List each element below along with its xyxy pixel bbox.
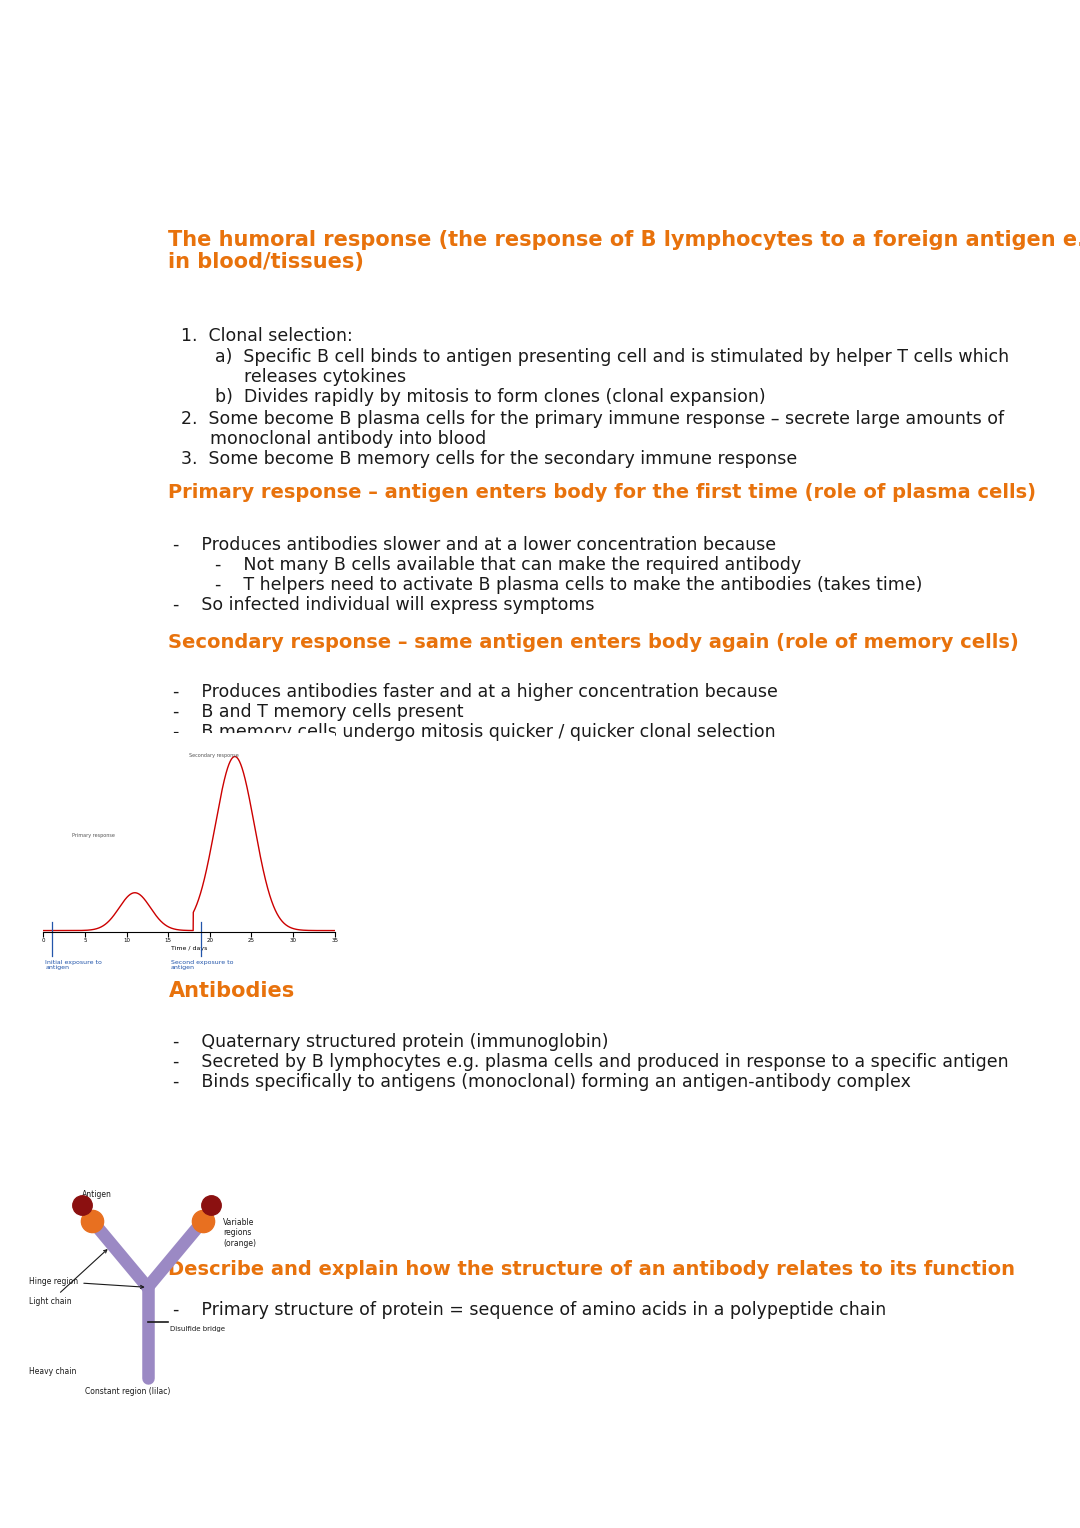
Text: a)  Specific B cell binds to antigen presenting cell and is stimulated by helper: a) Specific B cell binds to antigen pres… bbox=[215, 348, 1009, 367]
Text: Hinge region: Hinge region bbox=[29, 1277, 144, 1288]
Text: Secondary response: Secondary response bbox=[189, 753, 239, 758]
Text: -    B memory cells undergo mitosis quicker / quicker clonal selection: - B memory cells undergo mitosis quicker… bbox=[173, 723, 775, 741]
Text: -    Binds specifically to antigens (monoclonal) forming an antigen-antibody com: - Binds specifically to antigens (monocl… bbox=[173, 1073, 910, 1091]
Text: in blood/tissues): in blood/tissues) bbox=[168, 252, 364, 272]
Text: Disulfide bridge: Disulfide bridge bbox=[171, 1326, 226, 1331]
Text: Second exposure to
antigen: Second exposure to antigen bbox=[171, 960, 233, 970]
Text: 1.  Clonal selection:: 1. Clonal selection: bbox=[181, 327, 353, 345]
Text: Heavy chain: Heavy chain bbox=[29, 1368, 77, 1375]
Text: -    So infected individual will express symptoms: - So infected individual will express sy… bbox=[173, 596, 594, 614]
Text: releases cytokines: releases cytokines bbox=[244, 368, 406, 387]
Text: -    Produces antibodies faster and at a higher concentration because: - Produces antibodies faster and at a hi… bbox=[173, 683, 778, 701]
Text: Light chain: Light chain bbox=[29, 1250, 107, 1306]
Text: Antibodies: Antibodies bbox=[168, 981, 295, 1001]
Text: -    Secreted by B lymphocytes e.g. plasma cells and produced in response to a s: - Secreted by B lymphocytes e.g. plasma … bbox=[173, 1053, 1009, 1071]
Text: Antigen: Antigen bbox=[82, 1190, 112, 1198]
Text: -    B and T memory cells present: - B and T memory cells present bbox=[173, 703, 463, 721]
Text: -    T helpers need to activate B plasma cells to make the antibodies (takes tim: - T helpers need to activate B plasma ce… bbox=[215, 576, 922, 594]
Text: Primary response – antigen enters body for the first time (role of plasma cells): Primary response – antigen enters body f… bbox=[168, 483, 1037, 503]
Text: 3.  Some become B memory cells for the secondary immune response: 3. Some become B memory cells for the se… bbox=[181, 451, 797, 469]
Text: -    Primary structure of protein = sequence of amino acids in a polypeptide cha: - Primary structure of protein = sequenc… bbox=[173, 1302, 886, 1319]
Text: b)  Divides rapidly by mitosis to form clones (clonal expansion): b) Divides rapidly by mitosis to form cl… bbox=[215, 388, 765, 406]
Text: 2.  Some become B plasma cells for the primary immune response – secrete large a: 2. Some become B plasma cells for the pr… bbox=[181, 411, 1004, 428]
Text: -    Not many B cells available that can make the required antibody: - Not many B cells available that can ma… bbox=[215, 556, 800, 575]
Text: Describe and explain how the structure of an antibody relates to its function: Describe and explain how the structure o… bbox=[168, 1261, 1015, 1279]
Text: Primary response: Primary response bbox=[72, 833, 116, 837]
Text: Initial exposure to
antigen: Initial exposure to antigen bbox=[45, 960, 103, 970]
Text: monoclonal antibody into blood: monoclonal antibody into blood bbox=[211, 431, 487, 448]
Text: -    Quaternary structured protein (immunoglobin): - Quaternary structured protein (immunog… bbox=[173, 1033, 608, 1051]
X-axis label: Time / days: Time / days bbox=[171, 946, 207, 950]
Text: Constant region (lilac): Constant region (lilac) bbox=[84, 1387, 170, 1397]
Text: The humoral response (the response of B lymphocytes to a foreign antigen e.g.: The humoral response (the response of B … bbox=[168, 231, 1080, 251]
Text: Variable
regions
(orange): Variable regions (orange) bbox=[224, 1218, 256, 1248]
Text: Secondary response – same antigen enters body again (role of memory cells): Secondary response – same antigen enters… bbox=[168, 633, 1020, 652]
Text: -    Produces antibodies slower and at a lower concentration because: - Produces antibodies slower and at a lo… bbox=[173, 536, 775, 555]
